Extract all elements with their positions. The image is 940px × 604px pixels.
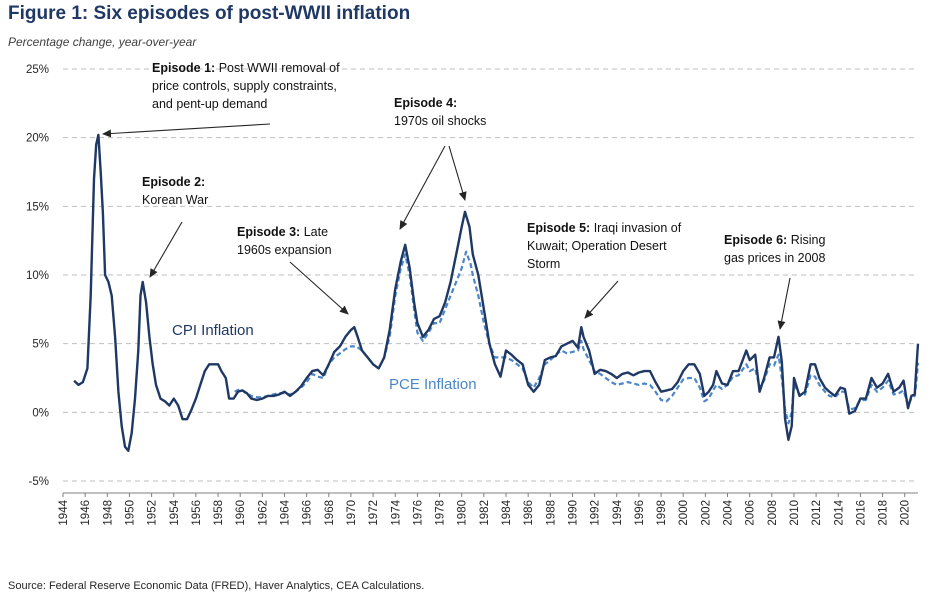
x-tick-label: 2000 <box>678 500 690 526</box>
x-tick-label: 1968 <box>324 500 336 526</box>
cpi-series-line <box>73 133 920 452</box>
y-tick-label: 15% <box>26 201 49 213</box>
x-tick-label: 1976 <box>412 500 424 526</box>
x-tick-label: 1970 <box>346 500 358 526</box>
x-tick-label: 1992 <box>590 500 602 526</box>
x-tick-label: 1978 <box>435 500 447 526</box>
ep6-arrow <box>777 277 791 330</box>
x-tick-label: 1950 <box>124 500 136 526</box>
ep4-arrow-b <box>448 145 467 201</box>
annotation-ep5: Episode 5: Iraqi invasion of Kuwait; Oper… <box>527 221 682 271</box>
annotation-ep6: Episode 6: Rising gas prices in 2008 <box>724 233 826 265</box>
y-tick-label: -5% <box>29 476 49 488</box>
x-tick-label: 1974 <box>390 499 402 525</box>
x-tick-label: 1988 <box>545 500 557 526</box>
x-tick-label: 1944 <box>58 499 70 525</box>
pce-series-label: PCE Inflation <box>389 376 477 393</box>
x-tick-label: 1952 <box>147 500 159 526</box>
x-tick-label: 2020 <box>900 500 912 526</box>
annotation-ep4: Episode 4: 1970s oil shocks <box>394 96 486 128</box>
ep3-arrow <box>289 261 349 315</box>
x-tick-label: 2010 <box>789 500 801 526</box>
x-tick-label: 1980 <box>457 500 469 526</box>
x-tick-label: 1948 <box>102 500 114 526</box>
x-tick-label: 2016 <box>855 500 867 526</box>
x-tick-label: 2008 <box>767 500 779 526</box>
y-tick-label: 0% <box>32 407 49 419</box>
ep5-arrow <box>584 280 619 319</box>
x-tick-label: 1946 <box>80 500 92 526</box>
y-tick-label: 10% <box>26 270 49 282</box>
x-tick-label: 1996 <box>634 500 646 526</box>
x-tick-label: 2018 <box>878 500 890 526</box>
x-tick-label: 1990 <box>567 500 579 526</box>
x-tick-label: 1964 <box>280 499 292 525</box>
x-tick-label: 1998 <box>656 500 668 526</box>
x-tick-label: 1958 <box>213 500 225 526</box>
pce-series-line <box>234 250 920 425</box>
y-tick-label: 25% <box>26 64 49 76</box>
cpi-series-label: CPI Inflation <box>172 322 254 339</box>
annotation-ep3: Episode 3: Late 1960s expansion <box>237 225 332 257</box>
annotation-ep1: Episode 1: Post WWII removal of price con… <box>152 61 340 111</box>
ep2-arrow <box>149 221 183 278</box>
x-tick-label: 2014 <box>833 499 845 525</box>
y-tick-label: 20% <box>26 133 49 145</box>
x-tick-label: 1962 <box>257 500 269 526</box>
x-tick-label: 1972 <box>368 500 380 526</box>
x-tick-label: 2002 <box>700 500 712 526</box>
x-tick-label: 1966 <box>302 500 314 526</box>
annotation-ep2: Episode 2: Korean War <box>142 175 209 207</box>
y-tick-label: 5% <box>32 339 49 351</box>
x-tick-label: 1984 <box>501 499 513 525</box>
x-tick-label: 1982 <box>479 500 491 526</box>
x-tick-label: 2004 <box>723 499 735 525</box>
x-tick-label: 2012 <box>811 500 823 526</box>
ep4-arrow-a <box>399 145 446 230</box>
x-tick-label: 1994 <box>612 499 624 525</box>
chart-subtitle: Percentage change, year-over-year <box>8 35 197 49</box>
chart-title: Figure 1: Six episodes of post-WWII infl… <box>8 3 411 24</box>
x-tick-label: 1954 <box>169 499 181 525</box>
x-tick-label: 1986 <box>523 500 535 526</box>
ep1-arrow <box>102 123 271 138</box>
x-tick-label: 1956 <box>191 500 203 526</box>
x-tick-label: 1960 <box>235 500 247 526</box>
x-tick-label: 2006 <box>745 500 757 526</box>
source-note: Source: Federal Reserve Economic Data (F… <box>8 580 425 592</box>
